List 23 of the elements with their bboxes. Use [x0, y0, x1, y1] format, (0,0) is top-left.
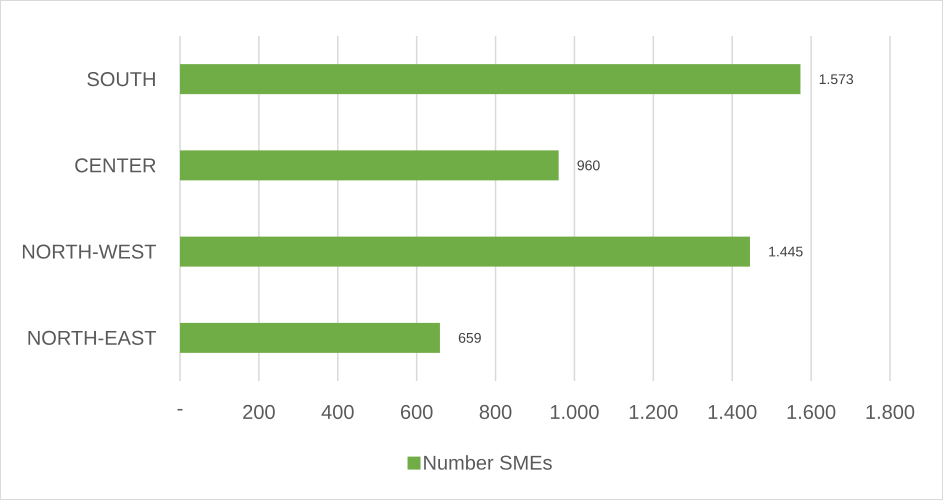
legend-label: Number SMEs	[424, 455, 552, 470]
bar	[180, 150, 559, 180]
x-tick-label: 1.000	[550, 404, 599, 420]
x-tick-label: 200	[243, 404, 275, 420]
bar	[180, 64, 800, 94]
x-tick-label: 1.400	[708, 404, 756, 420]
y-tick-label: SOUTH	[87, 72, 155, 86]
bar	[180, 236, 750, 267]
y-tick-label: NORTH-EAST	[28, 330, 156, 345]
x-tick-label: 800	[480, 404, 512, 420]
x-tick-label: 1.800	[866, 404, 914, 420]
x-tick-label: 1.200	[630, 404, 678, 420]
data-label: 960	[578, 160, 600, 170]
x-tick-label: 1.600	[788, 404, 836, 420]
data-label: 659	[458, 332, 481, 343]
y-tick-label: CENTER	[75, 158, 156, 172]
x-tick-label: -	[178, 408, 182, 411]
x-tick-label: 600	[401, 404, 433, 420]
x-tick-label: 400	[322, 404, 354, 420]
data-label: 1.573	[820, 74, 854, 84]
bar	[180, 322, 440, 353]
y-tick-label: NORTH-WEST	[22, 244, 156, 259]
data-label: 1.445	[769, 246, 803, 257]
